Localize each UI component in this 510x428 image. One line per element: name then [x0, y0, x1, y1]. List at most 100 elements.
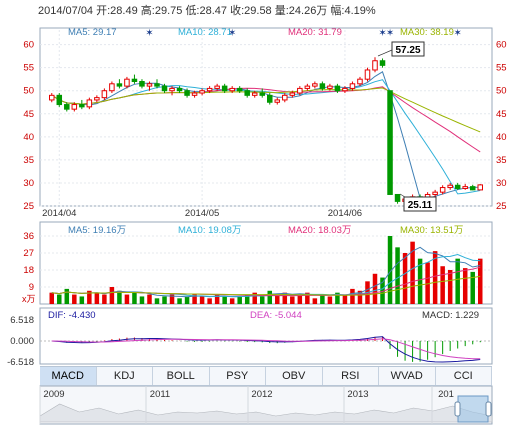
- timeline-year-label: 201: [438, 389, 454, 400]
- volume-bar: [395, 247, 400, 304]
- volume-bar: [87, 290, 92, 304]
- candle-body: [447, 184, 453, 189]
- candle-body: [214, 85, 220, 89]
- volume-bar: [372, 273, 378, 304]
- macd-panel[interactable]: [39, 307, 493, 365]
- quote-date: 2014/07/04: [38, 5, 94, 17]
- volume-bar: [417, 258, 423, 304]
- candle-body: [274, 99, 281, 103]
- volume-bar: [124, 294, 130, 304]
- volume-bar: [184, 296, 190, 304]
- candle-body: [206, 87, 213, 92]
- volume-ma10-label: MA10: 19.08万: [178, 225, 241, 236]
- price-y-tick-left: 25: [23, 201, 34, 212]
- candle-body: [439, 187, 446, 193]
- candle-body: [319, 83, 326, 89]
- candle-body: [364, 69, 371, 80]
- price-ma5-line: [51, 71, 481, 199]
- volume-bar: [199, 296, 205, 304]
- volume-bar: [267, 290, 273, 304]
- tab-wvad[interactable]: WVAD: [379, 367, 436, 385]
- volume-bar: [425, 262, 430, 304]
- tab-macd[interactable]: MACD: [40, 367, 97, 385]
- price-ma30-label: MA30: 38.19: [400, 27, 454, 38]
- price-y-tick-left: 40: [23, 132, 34, 143]
- quote-low: 低:28.47: [185, 5, 228, 17]
- timeline-year-label: 2012: [251, 389, 272, 400]
- volume-bar: [350, 288, 355, 304]
- price-y-tick-right: 30: [496, 178, 507, 189]
- candle-body: [454, 184, 461, 189]
- volume-bar: [207, 298, 212, 304]
- candle-body: [229, 87, 235, 92]
- tab-psy[interactable]: PSY: [210, 367, 266, 385]
- volume-bar: [290, 296, 295, 304]
- timeline-range-selection[interactable]: [457, 395, 489, 423]
- candle-body: [289, 92, 296, 96]
- candle-body: [304, 85, 311, 89]
- volume-bar: [357, 290, 363, 304]
- price-y-tick-right: 40: [496, 132, 507, 143]
- candle-body: [124, 78, 130, 87]
- macd-value-label: MACD: 1.229: [422, 310, 479, 321]
- candle-body: [244, 90, 250, 96]
- timeline-year-label: 2013: [347, 389, 368, 400]
- timeline-right-handle[interactable]: [485, 401, 492, 417]
- volume-bar: [177, 298, 182, 304]
- candle-body: [469, 186, 476, 191]
- event-marker-icon[interactable]: ✶: [145, 28, 153, 39]
- volume-bar: [162, 296, 167, 304]
- volume-bar: [470, 271, 475, 304]
- volume-ma-lines: [51, 246, 481, 298]
- price-y-tick-left: 55: [23, 63, 34, 74]
- macd-dif-label: DIF: -4.430: [48, 310, 96, 321]
- price-y-tick-right: 50: [496, 86, 507, 97]
- quote-close: 收:29.58: [230, 5, 272, 17]
- volume-ma30-label: MA30: 13.51万: [400, 225, 463, 236]
- candle-body: [71, 104, 78, 110]
- event-marker-icon[interactable]: ✶: [378, 28, 386, 39]
- tab-obv[interactable]: OBV: [266, 367, 323, 385]
- volume-bar: [49, 292, 55, 304]
- volume-bar: [447, 270, 453, 304]
- price-x-tick: 2014/06: [328, 208, 362, 219]
- price-panel[interactable]: [39, 27, 493, 207]
- candle-body: [372, 60, 378, 71]
- volume-bar: [402, 253, 408, 304]
- volume-bar: [432, 251, 438, 304]
- tab-cci[interactable]: CCI: [436, 367, 492, 385]
- tab-boll[interactable]: BOLL: [153, 367, 210, 385]
- macd-dif-line: [51, 336, 481, 363]
- quote-header: 2014/07/04 开:28.49 高:29.75 低:28.47 收:29.…: [38, 2, 376, 18]
- volume-y-tick: 18: [23, 265, 34, 276]
- macd-dea-label: DEA: -5.044: [250, 310, 302, 321]
- volume-bar: [305, 292, 310, 304]
- volume-bar: [222, 296, 227, 304]
- timeline-left-handle[interactable]: [454, 401, 461, 417]
- volume-bar: [440, 266, 445, 304]
- event-marker-icon[interactable]: ✶: [228, 28, 236, 39]
- volume-bar: [455, 258, 460, 304]
- high-value-label: 57.25: [395, 45, 420, 56]
- event-marker-icon[interactable]: ✶: [386, 28, 394, 39]
- volume-bar: [387, 236, 393, 304]
- tab-rsi[interactable]: RSI: [323, 367, 379, 385]
- price-ma10-label: MA10: 28.71: [178, 27, 232, 38]
- volume-bar: [244, 294, 250, 304]
- candle-body: [251, 92, 258, 96]
- price-y-tick-right: 25: [496, 201, 507, 212]
- price-y-tick-left: 30: [23, 178, 34, 189]
- volume-bar: [154, 298, 160, 304]
- volume-y-tick: 9: [29, 282, 34, 293]
- quote-change: 幅:4.19%: [330, 5, 376, 17]
- candle-body: [191, 92, 198, 96]
- tab-kdj[interactable]: KDJ: [97, 367, 153, 385]
- price-ma5-label: MA5: 29.17: [68, 27, 117, 38]
- volume-bar: [214, 294, 220, 304]
- quote-high: 高:29.75: [140, 5, 183, 17]
- price-x-tick: 2014/04: [42, 208, 76, 219]
- candle-body: [221, 85, 228, 92]
- event-marker-icon[interactable]: ✶: [453, 28, 461, 39]
- candle-body: [432, 191, 438, 195]
